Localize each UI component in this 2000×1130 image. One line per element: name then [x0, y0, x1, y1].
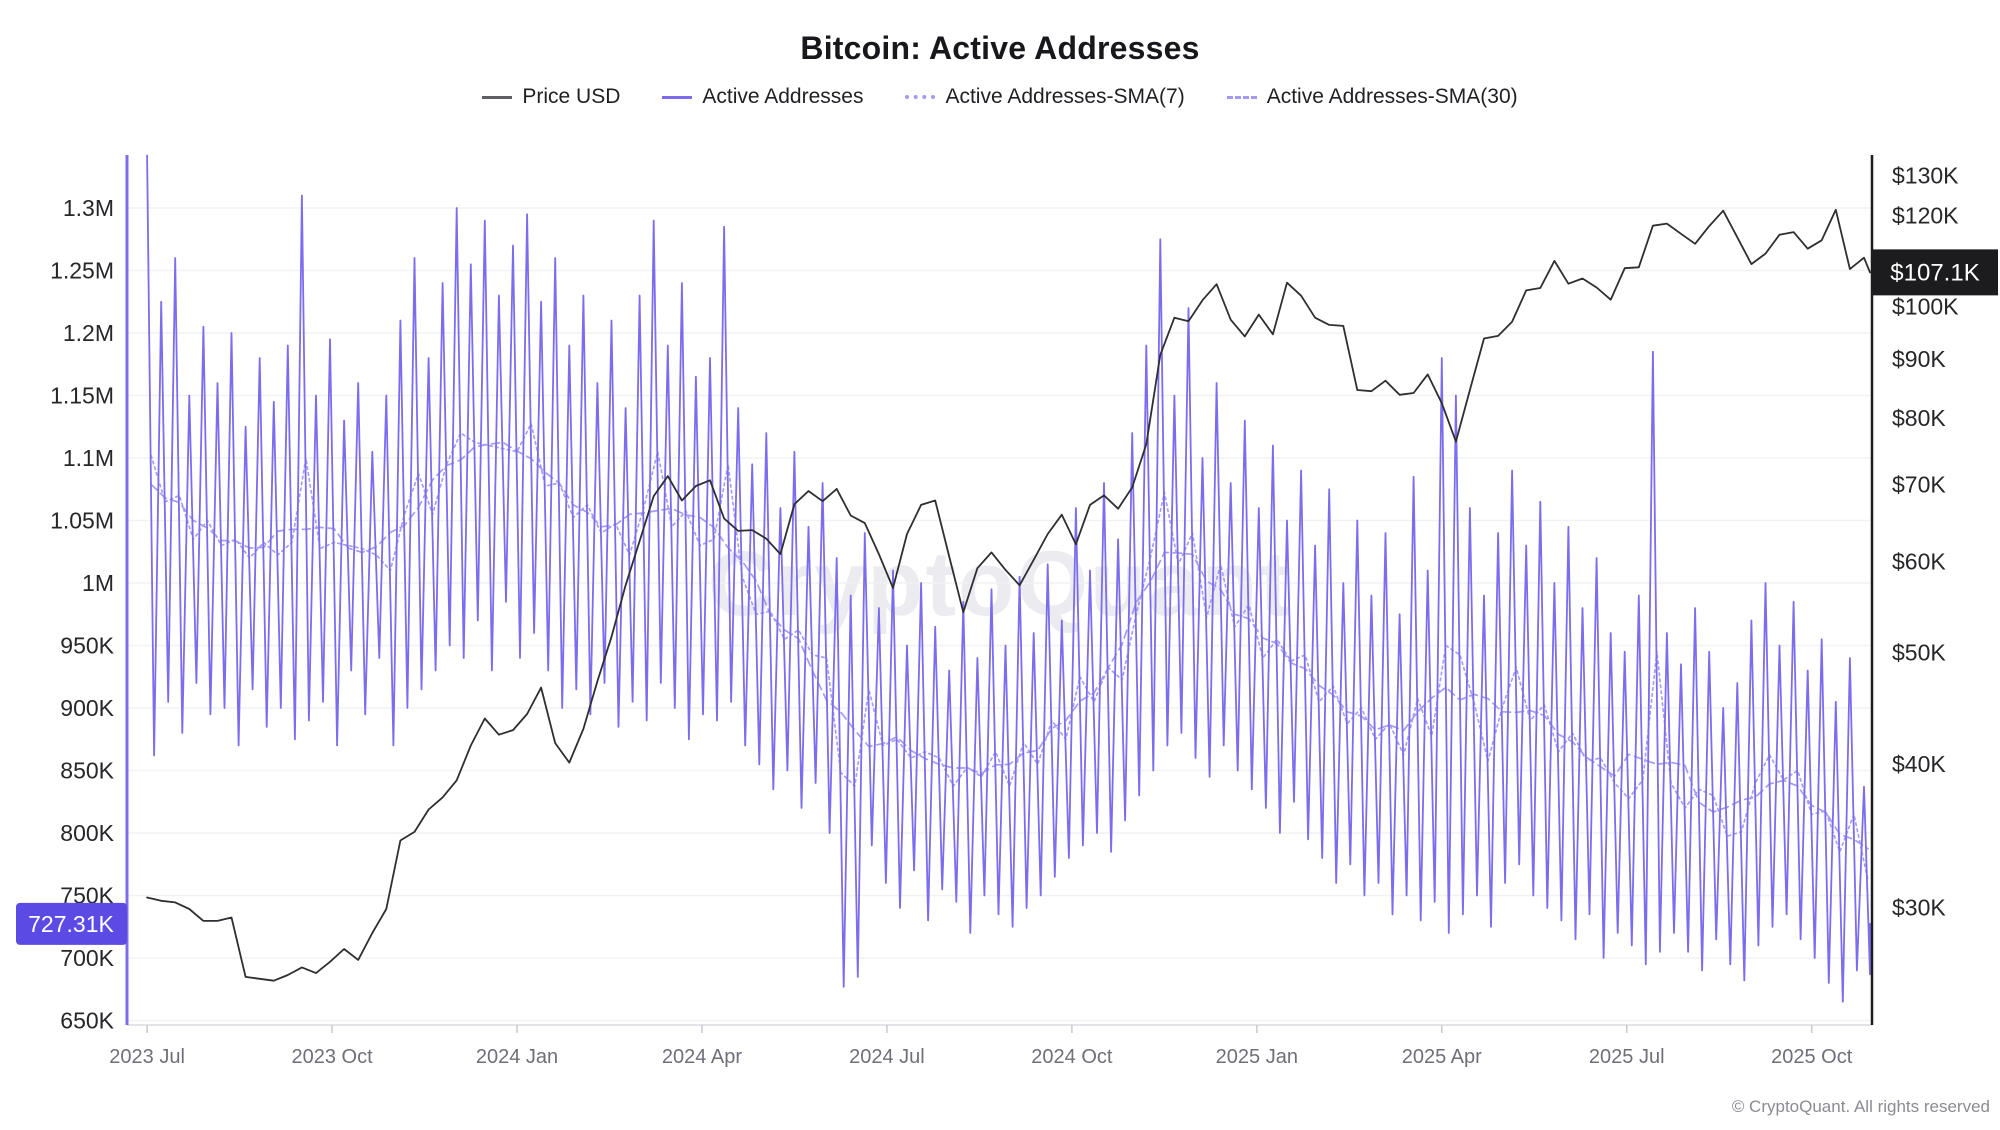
copyright-notice: © CryptoQuant. All rights reserved [1731, 1097, 1990, 1116]
y-left-tick-label: 650K [60, 1008, 114, 1034]
active-addresses-line-icon [662, 95, 693, 99]
y-right-tick-label: $70K [1892, 472, 1946, 498]
sma7-line [150, 422, 1869, 882]
x-axis-tick-label: 2023 Jul [109, 1046, 185, 1068]
legend-item-active-addresses[interactable]: Active Addresses [662, 85, 863, 109]
active-addresses-line [146, 154, 1871, 1003]
y-right-tick-label: $50K [1892, 639, 1946, 665]
sma30-dashed-line-icon [1226, 95, 1257, 99]
sma30-line [150, 441, 1869, 850]
page-title: Bitcoin: Active Addresses [800, 30, 1200, 66]
y-right-tick-label: $30K [1892, 894, 1946, 920]
y-left-tick-label: 1M [82, 570, 114, 596]
legend-label: Active Addresses [702, 85, 864, 108]
chart-header: Bitcoin: Active Addresses Price USD Acti… [0, 0, 2000, 109]
x-axis-tick-label: 2024 Jul [849, 1046, 925, 1068]
legend-label: Price USD [522, 85, 621, 108]
x-axis-tick-label: 2025 Jul [1589, 1046, 1665, 1068]
legend-item-sma7[interactable]: Active Addresses-SMA(7) [905, 85, 1185, 109]
y-left-tick-label: 850K [60, 758, 114, 784]
y-left-tick-label: 1.15M [50, 383, 114, 409]
y-left-tick-label: 800K [60, 820, 114, 846]
y-left-tick-label: 1.25M [50, 258, 114, 284]
y-right-tick-label: $130K [1892, 163, 1959, 189]
y-left-tick-label: 900K [60, 695, 114, 721]
y-left-tick-label: 950K [60, 633, 114, 659]
x-axis-tick-label: 2023 Oct [291, 1046, 373, 1068]
legend-label: Active Addresses-SMA(30) [1266, 85, 1518, 108]
y-left-tick-label: 1.3M [63, 195, 114, 221]
current-value-badge-active-addresses [16, 902, 127, 945]
price-line [146, 208, 1871, 982]
y-right-tick-label: $120K [1892, 203, 1959, 229]
legend: Price USD Active Addresses Active Addres… [0, 85, 2000, 109]
y-left-tick-label: 700K [60, 945, 114, 971]
y-right-tick-label: $90K [1892, 346, 1946, 372]
y-left-tick-label: 1.1M [63, 445, 114, 471]
legend-item-sma30[interactable]: Active Addresses-SMA(30) [1226, 85, 1518, 109]
y-right-tick-label: $40K [1892, 751, 1946, 777]
legend-item-price-usd[interactable]: Price USD [482, 85, 620, 109]
sma7-dotted-line-icon [905, 95, 936, 99]
y-right-tick-label: $80K [1892, 405, 1946, 431]
x-axis-tick-label: 2024 Apr [662, 1046, 742, 1068]
x-axis-tick-label: 2024 Jan [476, 1046, 558, 1068]
legend-label: Active Addresses-SMA(7) [945, 85, 1185, 108]
y-left-tick-label: 1.05M [50, 508, 114, 534]
current-value-badge-price [1872, 249, 1998, 296]
x-axis-tick-label: 2025 Jan [1216, 1046, 1298, 1068]
current-value-badge-price-text: $107.1K [1890, 259, 1979, 286]
x-axis-tick-label: 2024 Oct [1031, 1046, 1113, 1068]
x-axis-tick-label: 2025 Oct [1771, 1046, 1853, 1068]
x-axis-tick-label: 2025 Apr [1402, 1046, 1482, 1068]
price-line-icon [482, 95, 513, 99]
y-right-tick-label: $60K [1892, 548, 1946, 574]
current-value-badge-active-addresses-text: 727.31K [28, 911, 114, 937]
y-right-tick-label: $100K [1892, 294, 1959, 320]
y-left-tick-label: 1.2M [63, 320, 114, 346]
